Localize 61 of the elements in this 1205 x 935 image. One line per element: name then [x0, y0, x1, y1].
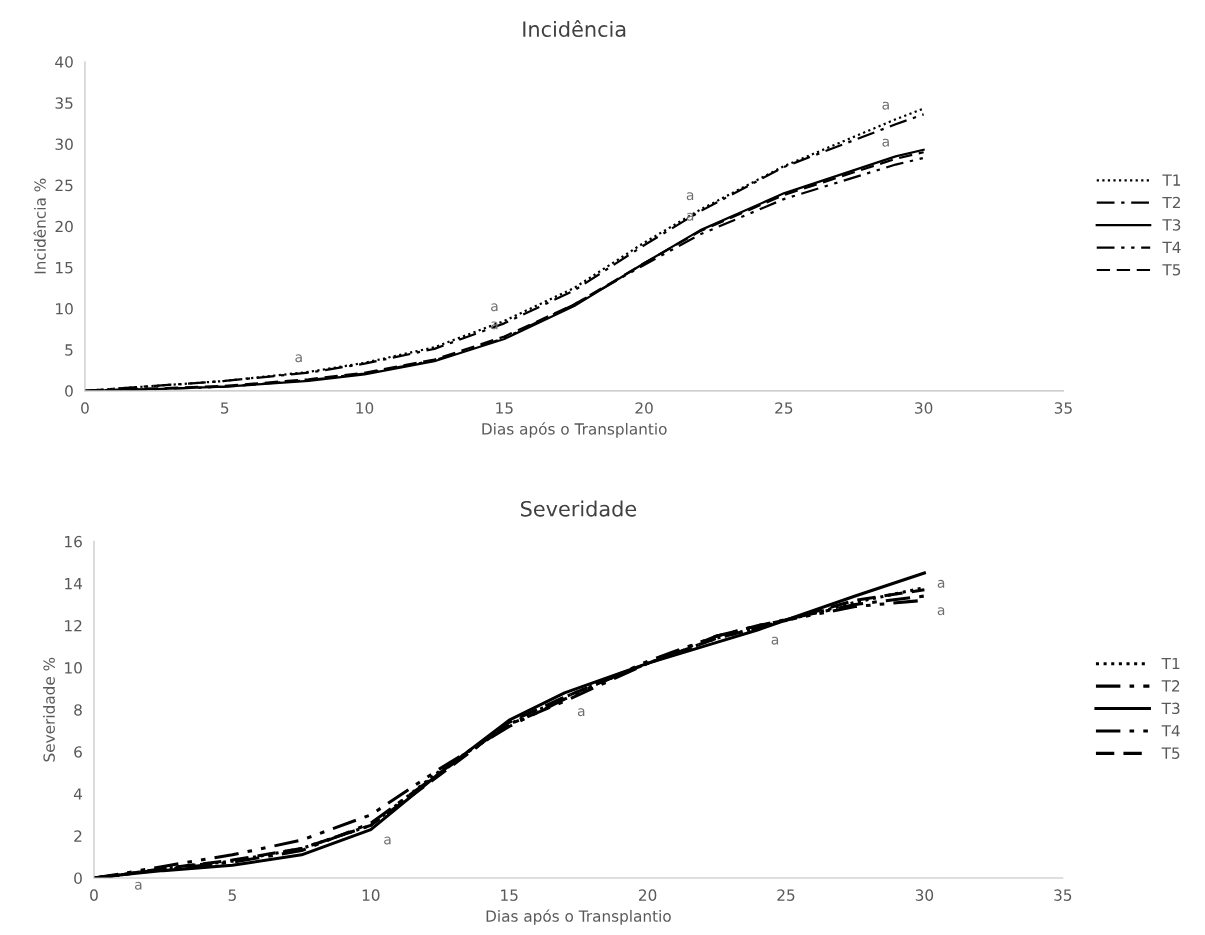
y-tick-label: 40: [55, 56, 73, 68]
y-tick-label: 30: [55, 138, 73, 151]
y-tick-label: 4: [73, 788, 83, 800]
x-tick-label: 15: [501, 889, 518, 901]
x-axis-title: Dias após o Transplantio: [482, 422, 667, 438]
y-tick-label: 35: [55, 97, 73, 109]
legend-label: T2: [1162, 196, 1180, 209]
annotation: a: [882, 101, 889, 110]
y-tick-label: 2: [74, 830, 82, 842]
legend-label: T5: [1162, 264, 1181, 276]
chart-title: Incidência: [523, 20, 626, 38]
y-tick-label: 25: [55, 179, 73, 192]
annotation: a: [686, 192, 694, 201]
annotation: a: [771, 636, 779, 645]
legend-label: T4: [1161, 725, 1180, 737]
y-tick-label: 0: [74, 872, 82, 884]
y-tick-label: 16: [65, 535, 82, 548]
legend-label: T3: [1162, 219, 1181, 231]
y-tick-label: 14: [65, 578, 83, 590]
annotation: a: [295, 354, 302, 363]
annotation: a: [491, 321, 498, 330]
x-tick-label: 0: [90, 889, 98, 901]
x-tick-label: 35: [1054, 889, 1072, 901]
x-tick-label: 25: [777, 889, 795, 901]
annotation: a: [577, 708, 585, 717]
y-tick-label: 10: [56, 303, 73, 315]
x-tick-label: 35: [1054, 402, 1072, 414]
y-tick-label: 12: [65, 619, 82, 632]
y-tick-label: 15: [56, 262, 73, 274]
legend-label: T5: [1161, 747, 1180, 759]
chart-title: Severidade: [520, 500, 637, 517]
x-tick-label: 5: [228, 889, 236, 901]
y-tick-label: 6: [74, 746, 82, 758]
annotation: a: [937, 579, 945, 588]
annotation: a: [937, 607, 945, 616]
y-tick-label: 20: [55, 220, 73, 233]
y-axis-title: Incidência %: [33, 178, 46, 274]
y-tick-label: 0: [65, 385, 73, 397]
annotation: a: [135, 881, 142, 890]
x-tick-label: 30: [915, 889, 934, 901]
legend-label: T1: [1162, 174, 1181, 186]
x-tick-label: 10: [356, 402, 374, 414]
legend-label: T2: [1161, 680, 1180, 692]
x-tick-label: 10: [362, 889, 380, 901]
x-tick-label: 5: [221, 402, 229, 414]
x-tick-label: 20: [635, 402, 653, 414]
x-tick-label: 30: [915, 402, 933, 414]
annotation: a: [882, 138, 889, 147]
x-tick-label: 20: [639, 889, 657, 901]
legend-label: T1: [1161, 657, 1180, 670]
y-axis-title: Severidade %: [43, 657, 55, 762]
y-tick-label: 5: [65, 344, 73, 356]
x-tick-label: 15: [496, 402, 513, 414]
x-axis-title: Dias após o Transplantio: [486, 909, 671, 925]
legend-label: T3: [1161, 702, 1180, 715]
y-tick-label: 10: [65, 662, 82, 674]
x-tick-label: 25: [775, 402, 793, 414]
annotation: a: [491, 303, 498, 312]
annotation: a: [384, 836, 391, 845]
legend-label: T4: [1162, 241, 1181, 253]
y-tick-label: 8: [74, 704, 82, 716]
